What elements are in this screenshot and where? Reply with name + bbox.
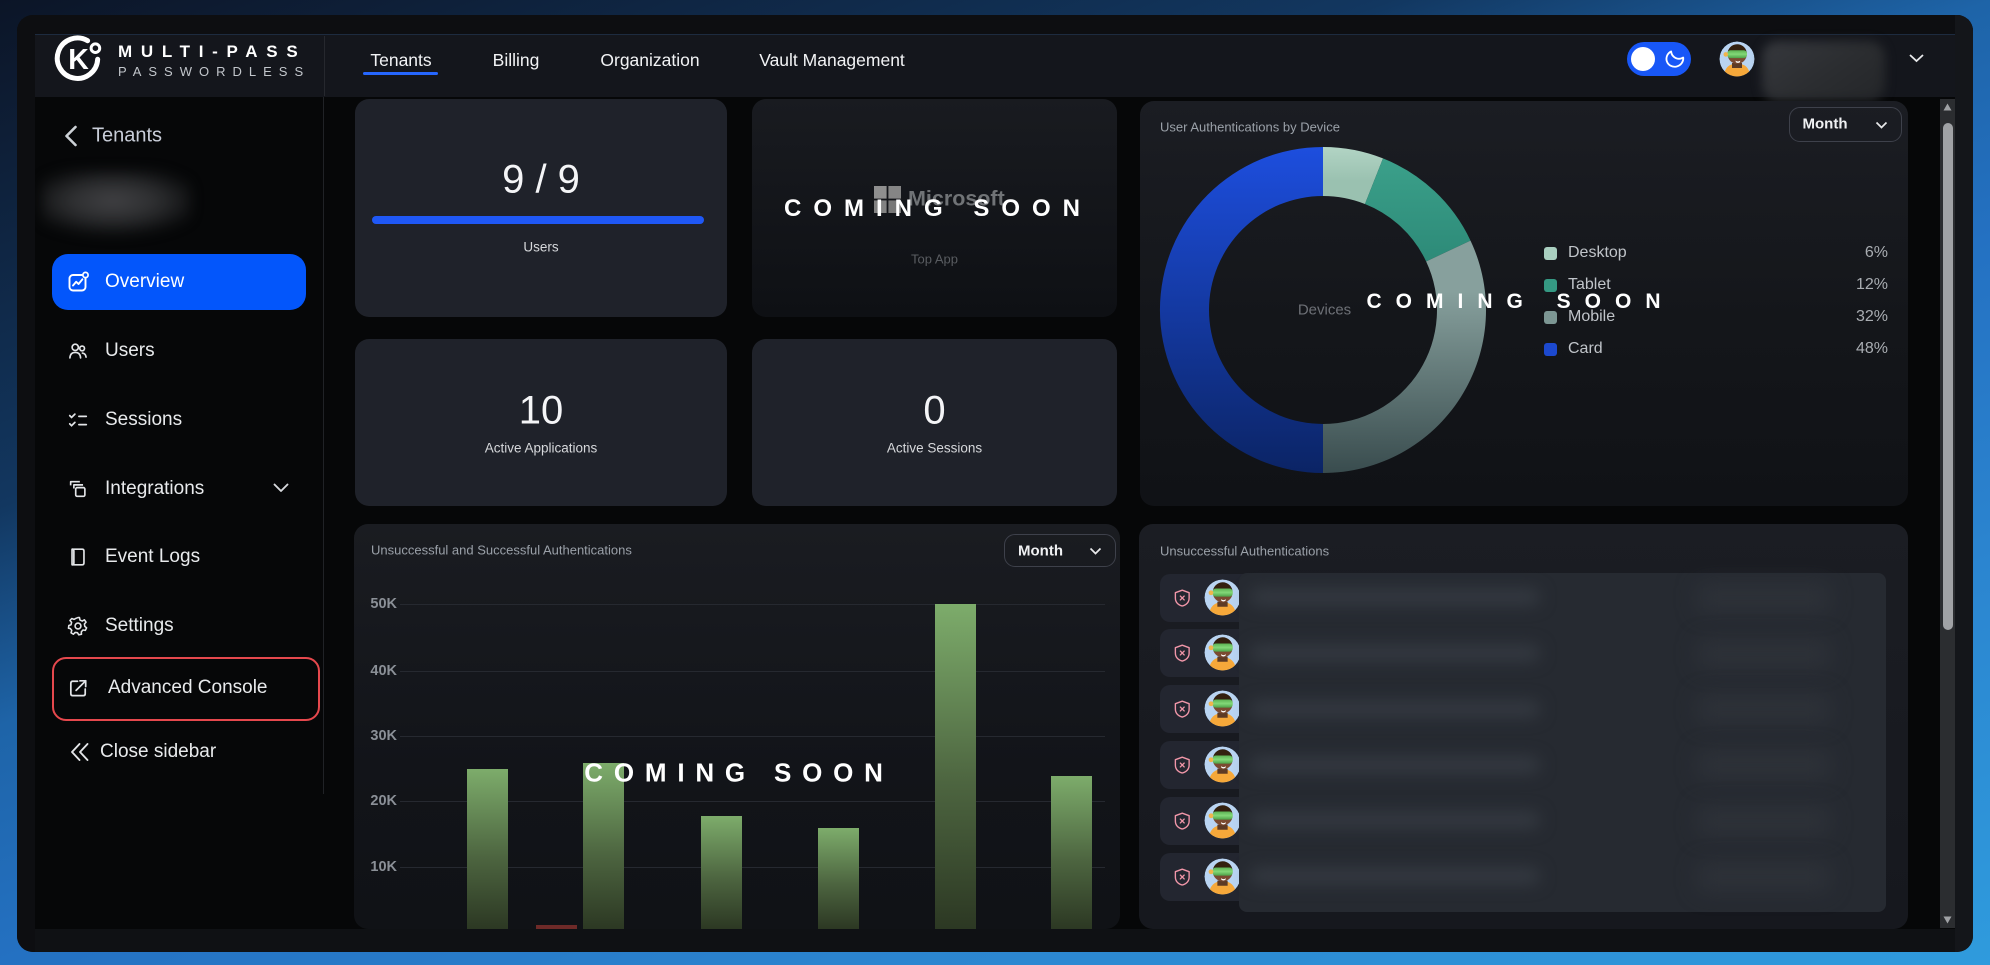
- svg-text:K: K: [68, 44, 89, 76]
